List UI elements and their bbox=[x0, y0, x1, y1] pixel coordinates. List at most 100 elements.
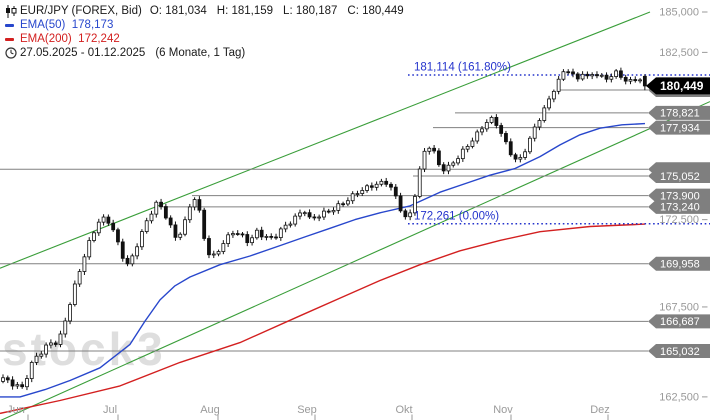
ema50-swatch-icon bbox=[5, 23, 14, 27]
candle-body bbox=[58, 333, 63, 345]
candle-body bbox=[163, 206, 168, 219]
level-badge: 173,900 bbox=[648, 188, 710, 203]
candle-body bbox=[465, 146, 470, 150]
candle-body bbox=[140, 231, 144, 248]
candle-body bbox=[566, 71, 571, 74]
candle-body bbox=[207, 238, 211, 256]
level-badge: 175,052 bbox=[648, 169, 710, 184]
candle-body bbox=[53, 342, 58, 345]
candle-body bbox=[226, 234, 231, 244]
candle-body bbox=[470, 140, 475, 147]
candle-body bbox=[489, 116, 494, 123]
level-badge-text: 173,900 bbox=[660, 190, 700, 202]
candle-body bbox=[499, 125, 504, 134]
candle-body bbox=[144, 220, 149, 232]
candle-body bbox=[92, 232, 96, 241]
candle-body bbox=[408, 212, 413, 218]
ema50-line[interactable] bbox=[0, 122, 646, 398]
candle-body bbox=[25, 378, 29, 388]
candle-body bbox=[374, 183, 379, 188]
candle-body bbox=[211, 253, 216, 256]
candlestick-series[interactable] bbox=[1, 67, 647, 391]
candle-body bbox=[350, 193, 355, 202]
candle-body bbox=[1, 377, 5, 382]
candle-body bbox=[551, 90, 556, 100]
candle-body bbox=[456, 158, 460, 164]
clock-icon bbox=[5, 47, 20, 59]
candle-body bbox=[87, 240, 92, 258]
horizontal-level-lines bbox=[0, 89, 648, 352]
candle-body bbox=[441, 164, 446, 172]
candle-body bbox=[633, 79, 638, 82]
candle-body bbox=[326, 210, 331, 213]
candle-body bbox=[231, 233, 235, 236]
candle-body bbox=[317, 216, 322, 219]
level-badge: 166,687 bbox=[648, 314, 710, 329]
candle-body bbox=[475, 131, 480, 142]
level-badge-shape bbox=[648, 314, 710, 329]
candle-body bbox=[240, 233, 245, 236]
candle-body bbox=[77, 271, 82, 285]
candle-body bbox=[235, 233, 240, 235]
candle-body bbox=[619, 70, 623, 78]
level-badge-text: 165,032 bbox=[660, 346, 700, 358]
candle-body bbox=[154, 201, 159, 215]
candle-body bbox=[254, 229, 259, 239]
candle-body bbox=[542, 107, 547, 121]
candle-body bbox=[274, 236, 278, 239]
candle-body bbox=[120, 241, 125, 259]
x-axis-month-label: Sep bbox=[297, 404, 317, 416]
candle-body bbox=[15, 384, 20, 387]
candle-body bbox=[20, 384, 25, 388]
candle-body bbox=[187, 206, 192, 221]
ema200-line[interactable] bbox=[0, 223, 646, 415]
candle-body bbox=[345, 200, 350, 205]
candlestick-chart-icon bbox=[5, 4, 20, 18]
ema50-value: 178,173 bbox=[71, 19, 114, 31]
open-value: 181,034 bbox=[165, 5, 207, 17]
level-badge-shape bbox=[648, 120, 710, 135]
legend-item-ema200[interactable]: EMA(200) 172,242 bbox=[5, 32, 414, 46]
y-axis-tick-label: 182,500 bbox=[659, 47, 699, 59]
level-badge: 165,032 bbox=[648, 343, 710, 358]
period-note: (6 Monate, 1 Tag) bbox=[155, 47, 246, 59]
candle-body bbox=[436, 150, 441, 166]
level-badge: 177,934 bbox=[648, 120, 710, 135]
candle-body bbox=[628, 79, 633, 82]
candle-body bbox=[245, 234, 250, 244]
current-price-badge: 180,449 bbox=[646, 77, 710, 95]
candle-body bbox=[192, 199, 197, 208]
low-label: L: bbox=[283, 5, 293, 17]
candle-body bbox=[331, 209, 336, 213]
candle-body bbox=[369, 185, 374, 188]
candle-body bbox=[298, 212, 302, 217]
level-badge-shape bbox=[648, 256, 710, 271]
candle-body bbox=[202, 209, 207, 239]
candle-body bbox=[278, 228, 283, 238]
candle-body bbox=[29, 362, 34, 379]
candle-body bbox=[508, 141, 513, 156]
date-range: 27.05.2025 - 01.12.2025 bbox=[20, 47, 146, 59]
candle-body bbox=[504, 133, 508, 143]
candle-body bbox=[547, 98, 551, 109]
ema200-label: EMA(200) bbox=[20, 33, 72, 45]
candle-body bbox=[183, 219, 187, 235]
candle-body bbox=[480, 128, 484, 133]
legend-item-ema50[interactable]: EMA(50) 178,173 bbox=[5, 18, 414, 32]
candle-body bbox=[82, 256, 87, 272]
candle-body bbox=[322, 210, 326, 218]
candle-body bbox=[269, 235, 274, 238]
candle-body bbox=[307, 212, 312, 218]
candle-body bbox=[575, 73, 580, 80]
level-badge-text: 169,958 bbox=[660, 258, 700, 270]
candle-body bbox=[642, 75, 647, 87]
candle-body bbox=[101, 216, 106, 223]
x-axis-month-label: Nov bbox=[493, 404, 513, 416]
open-label: O: bbox=[149, 5, 162, 17]
candle-body bbox=[609, 76, 614, 80]
y-axis-tick-label: 162,500 bbox=[659, 391, 699, 403]
candle-body bbox=[422, 150, 427, 170]
candle-body bbox=[5, 377, 10, 381]
y-axis: 185,000 182,500 172,500 167,500 162,500 bbox=[659, 7, 708, 403]
